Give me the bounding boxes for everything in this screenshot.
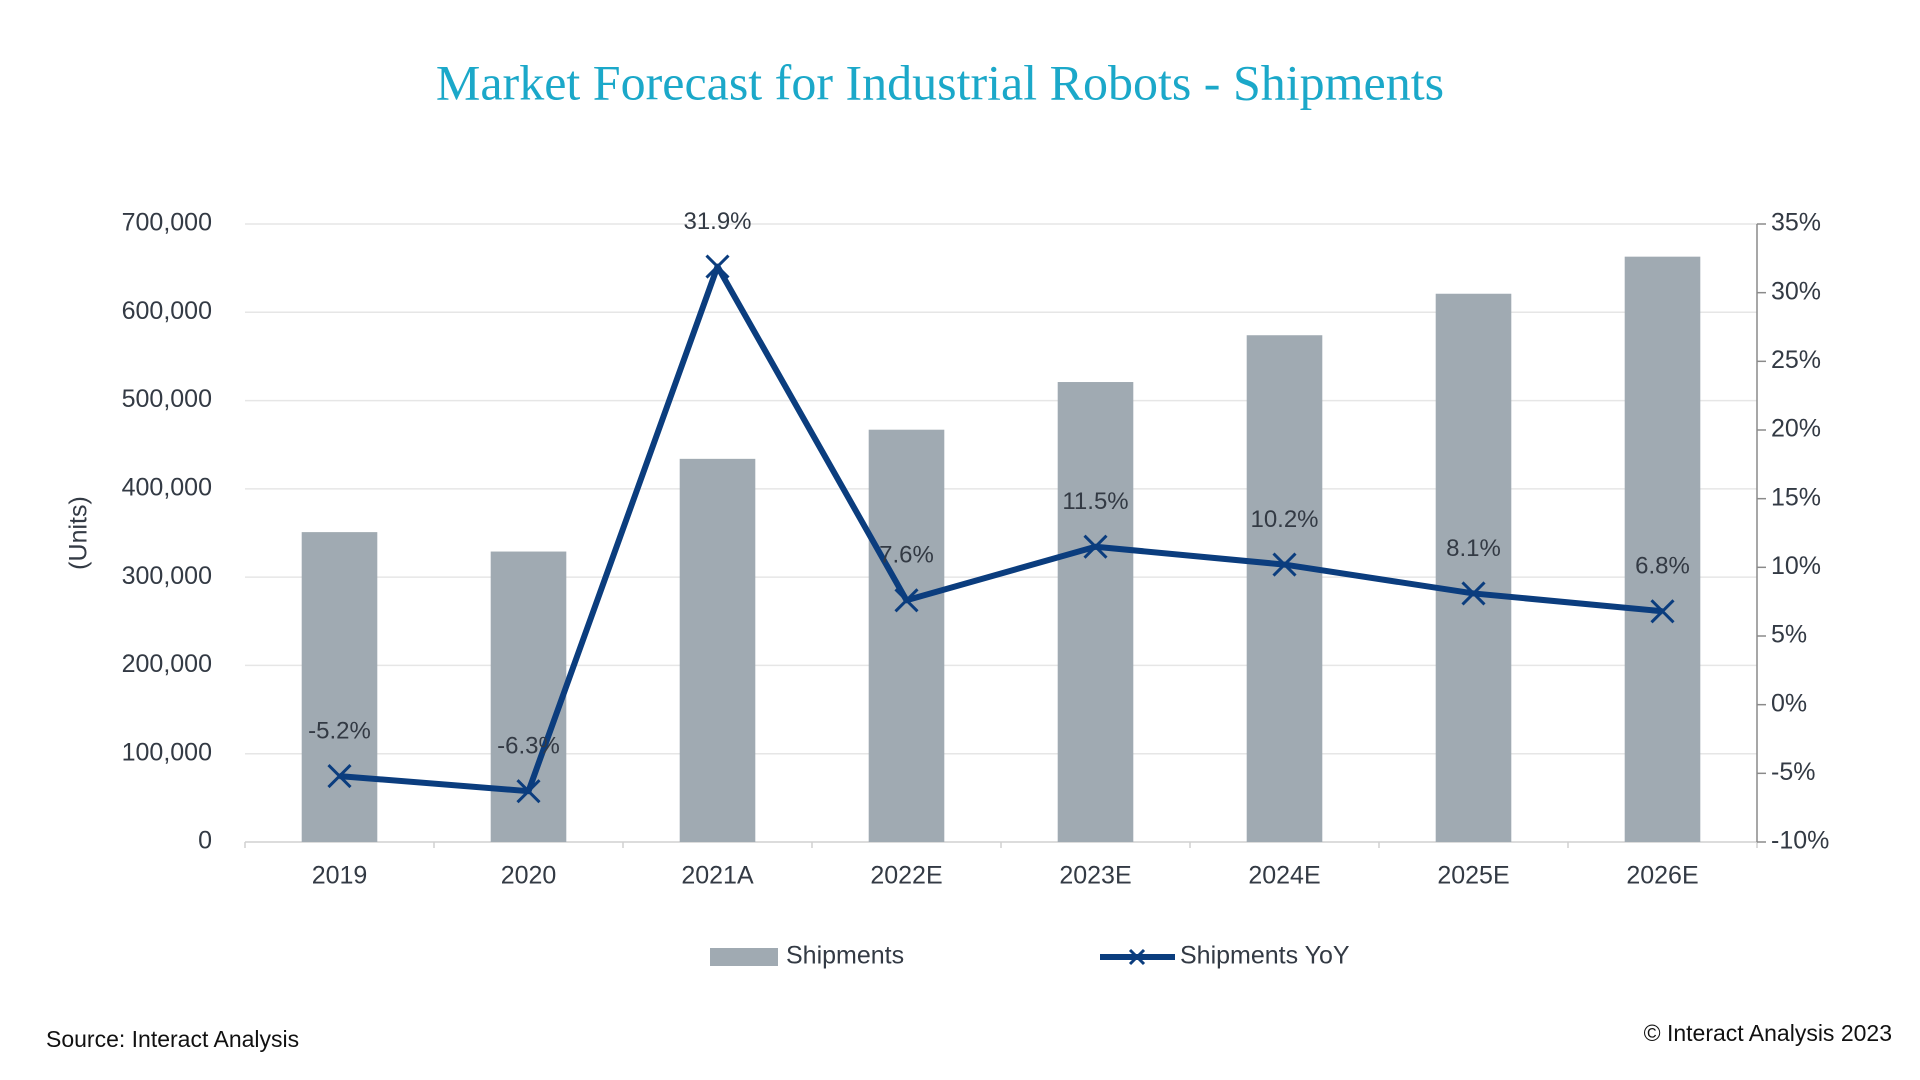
legend-marker: [1128, 948, 1146, 966]
y2-tick-label: 5%: [1771, 621, 1807, 649]
y2-tick-label: 0%: [1771, 689, 1807, 717]
data-label: 11.5%: [1062, 488, 1128, 515]
legend-label: Shipments YoY: [1180, 942, 1350, 970]
bar: [1246, 335, 1323, 842]
y2-tick-label: -10%: [1771, 827, 1829, 855]
y2-tick-label: -5%: [1771, 758, 1815, 786]
bar: [1435, 293, 1512, 842]
y-tick-label: 200,000: [122, 650, 212, 678]
y-tick-label: 500,000: [122, 385, 212, 413]
bar: [301, 532, 378, 842]
bar: [679, 458, 756, 842]
data-label: 7.6%: [879, 542, 934, 569]
x-tick-label: 2021A: [681, 862, 754, 890]
data-label: -6.3%: [497, 733, 560, 760]
data-label: 10.2%: [1250, 506, 1318, 533]
bar: [1057, 382, 1134, 842]
y-tick-label: 700,000: [122, 209, 212, 237]
bar: [490, 551, 567, 842]
y-axis-label: (Units): [65, 496, 93, 570]
marker: [894, 588, 919, 613]
marker: [705, 254, 730, 279]
data-label: 31.9%: [683, 208, 751, 235]
y-tick-label: 300,000: [122, 562, 212, 590]
data-label: -5.2%: [308, 717, 371, 744]
y-tick-label: 400,000: [122, 473, 212, 501]
bar: [868, 429, 945, 842]
x-tick-label: 2020: [501, 862, 557, 890]
x-tick-label: 2019: [312, 862, 368, 890]
y2-tick-label: 15%: [1771, 483, 1821, 511]
source: Source: Interact Analysis: [46, 1026, 299, 1052]
x-tick-label: 2026E: [1626, 862, 1698, 890]
marker: [516, 779, 541, 804]
y-tick-label: 0: [198, 827, 212, 855]
copyright: © Interact Analysis 2023: [1644, 1020, 1892, 1046]
x-tick-label: 2024E: [1248, 862, 1320, 890]
y2-tick-label: 10%: [1771, 552, 1821, 580]
chart-title: Market Forecast for Industrial Robots - …: [436, 54, 1444, 110]
marker: [1461, 581, 1486, 606]
bar: [1624, 256, 1701, 842]
marker: [1650, 599, 1675, 624]
y2-tick-label: 20%: [1771, 415, 1821, 443]
y-tick-label: 600,000: [122, 297, 212, 325]
y2-tick-label: 35%: [1771, 209, 1821, 237]
y-tick-label: 100,000: [122, 738, 212, 766]
x-tick-label: 2022E: [870, 862, 942, 890]
data-label: 8.1%: [1446, 535, 1501, 562]
marker: [1083, 534, 1108, 559]
legend-swatch: [710, 948, 778, 966]
marker: [327, 764, 352, 789]
x-tick-label: 2025E: [1437, 862, 1509, 890]
line: [339, 263, 1663, 795]
legend-label: Shipments: [786, 942, 904, 970]
data-label: 6.8%: [1635, 553, 1690, 580]
x-tick-label: 2023E: [1059, 862, 1131, 890]
y2-tick-label: 30%: [1771, 277, 1821, 305]
marker: [1272, 552, 1297, 577]
y2-tick-label: 25%: [1771, 346, 1821, 374]
